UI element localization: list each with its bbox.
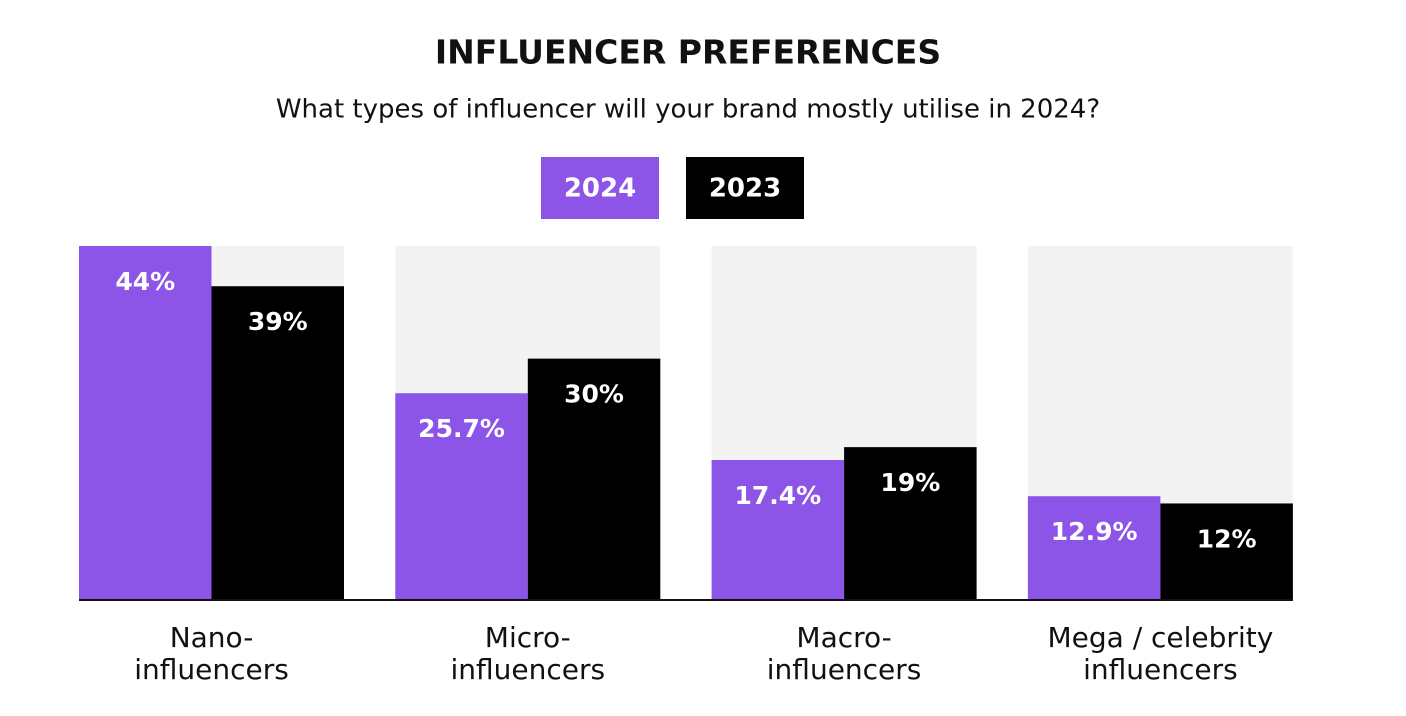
value-label: 25.7% <box>418 414 505 443</box>
bar <box>711 460 845 600</box>
value-label: 30% <box>564 380 624 409</box>
legend-label: 2024 <box>564 174 636 204</box>
bar <box>844 447 977 600</box>
value-label: 12% <box>1197 524 1257 553</box>
bar <box>211 286 344 600</box>
value-label: 12.9% <box>1051 517 1138 546</box>
legend-swatch <box>686 157 804 219</box>
bar <box>1160 503 1293 600</box>
value-label: 44% <box>115 267 175 296</box>
chart-subtitle: What types of influencer will your brand… <box>276 95 1100 125</box>
bar <box>395 393 528 600</box>
x-tick-label: Macro- influencers <box>766 621 922 686</box>
value-label: 19% <box>880 468 940 497</box>
legend-swatch <box>541 157 659 219</box>
legend-label: 2023 <box>709 174 781 204</box>
value-label: 17.4% <box>734 481 821 510</box>
bar <box>527 358 661 600</box>
value-label: 39% <box>248 307 308 336</box>
chart-title: INFLUENCER PREFERENCES <box>435 33 941 72</box>
x-tick-label: Micro- influencers <box>450 621 606 686</box>
bar <box>79 246 212 600</box>
x-tick-label: Mega / celebrity influencers <box>1047 621 1274 686</box>
x-tick-label: Nano- influencers <box>134 621 289 686</box>
bar <box>1027 496 1161 600</box>
